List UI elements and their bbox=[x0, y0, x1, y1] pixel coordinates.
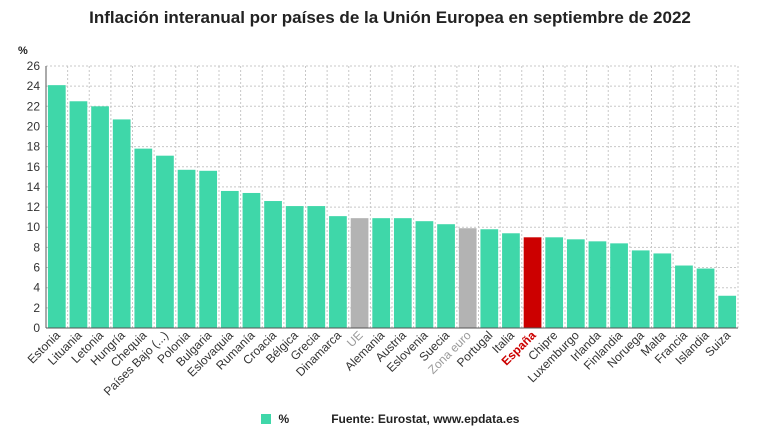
y-axis-label: % bbox=[18, 45, 28, 57]
y-tick-label: 0 bbox=[33, 321, 40, 335]
legend-label: % bbox=[278, 412, 290, 426]
bar bbox=[69, 101, 88, 329]
bar bbox=[718, 295, 737, 328]
bar bbox=[350, 218, 369, 328]
bar bbox=[480, 229, 499, 328]
bar bbox=[696, 268, 715, 328]
x-tick-label: Suiza bbox=[702, 328, 733, 359]
legend-swatch bbox=[260, 414, 271, 424]
y-tick-label: 4 bbox=[33, 281, 40, 295]
bar bbox=[112, 119, 131, 329]
bar bbox=[264, 201, 282, 328]
source-note: Fuente: Eurostat, www.epdata.es bbox=[331, 412, 520, 426]
y-tick-label: 8 bbox=[33, 240, 40, 254]
bar bbox=[372, 218, 391, 328]
bar bbox=[285, 206, 304, 328]
bar bbox=[156, 155, 174, 328]
y-tick-label: 20 bbox=[27, 119, 41, 133]
bar bbox=[134, 148, 153, 328]
bar bbox=[566, 239, 585, 328]
bar bbox=[199, 170, 218, 328]
bar bbox=[675, 265, 693, 328]
y-tick-label: 16 bbox=[27, 160, 41, 174]
y-tick-label: 6 bbox=[33, 261, 40, 275]
bar bbox=[437, 224, 455, 328]
y-tick-label: 26 bbox=[27, 59, 41, 73]
bar bbox=[458, 228, 477, 328]
bar bbox=[177, 169, 196, 328]
y-tick-label: 14 bbox=[27, 180, 41, 194]
bar bbox=[329, 216, 347, 328]
bar bbox=[242, 192, 261, 328]
bar bbox=[545, 237, 564, 328]
y-tick-label: 18 bbox=[27, 140, 41, 154]
bar bbox=[631, 250, 650, 328]
bar bbox=[588, 241, 607, 328]
y-tick-label: 2 bbox=[33, 301, 40, 315]
bar bbox=[415, 221, 434, 328]
bar bbox=[47, 85, 66, 329]
bar bbox=[91, 106, 109, 328]
bar bbox=[523, 237, 542, 328]
bar bbox=[393, 218, 412, 328]
bar bbox=[653, 253, 672, 328]
y-tick-label: 10 bbox=[27, 220, 41, 234]
y-tick-label: 24 bbox=[27, 79, 41, 93]
chart-title: Inflación interanual por países de la Un… bbox=[89, 8, 691, 27]
y-tick-label: 12 bbox=[27, 200, 41, 214]
y-tick-label: 22 bbox=[27, 99, 41, 113]
bar bbox=[220, 190, 239, 328]
bar bbox=[502, 233, 520, 328]
bar bbox=[610, 243, 628, 328]
legend: % Fuente: Eurostat, www.epdata.es bbox=[0, 412, 780, 426]
bar bbox=[307, 206, 326, 328]
